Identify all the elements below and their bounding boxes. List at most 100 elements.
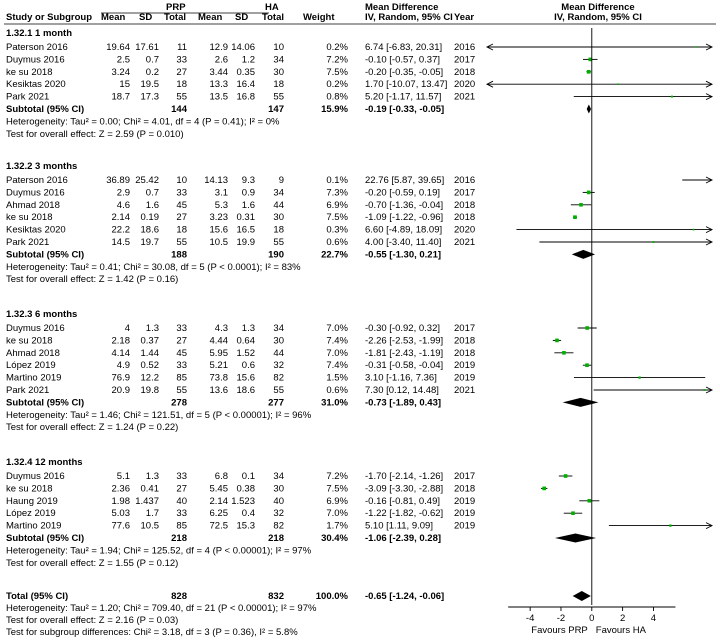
group-1-study-2-ci: -0.10 [-0.57, 0.37] bbox=[365, 54, 440, 65]
group-3-study-6-sd1: 19.8 bbox=[141, 385, 160, 396]
group-3-study-4-total1: 33 bbox=[176, 360, 187, 371]
group-3-study-1-year: 2017 bbox=[454, 323, 475, 334]
group-4-study-2-sd2: 0.38 bbox=[237, 483, 256, 494]
group-1-title: 1.32.1 1 month bbox=[6, 28, 72, 39]
group-4-study-3-total1: 40 bbox=[176, 496, 187, 507]
group-4-subtotal-label: Subtotal (95% CI) bbox=[6, 533, 84, 544]
favours-right-label: Favours HA bbox=[596, 625, 647, 636]
group-4-study-1-total1: 33 bbox=[176, 471, 187, 482]
total-diamond bbox=[572, 591, 591, 601]
group-1-study-1-point bbox=[694, 46, 697, 48]
group-4-study-3-year: 2019 bbox=[454, 496, 475, 507]
group-3-study-6-point bbox=[703, 389, 706, 391]
group-3-study-3-name: Ahmad 2018 bbox=[6, 348, 60, 359]
group-3-study-2-total1: 27 bbox=[176, 335, 187, 346]
group-4-study-5-point bbox=[669, 524, 672, 527]
group-4-study-3-point bbox=[587, 499, 592, 503]
group-2-study-1-ci: 22.76 [5.87, 39.65] bbox=[365, 175, 444, 186]
group-1-study-3-total1: 27 bbox=[176, 67, 187, 78]
group-3-study-4-year: 2019 bbox=[454, 360, 475, 371]
group-1-study-3-sd2: 0.35 bbox=[237, 67, 256, 78]
group-3-study-1-mean2: 4.3 bbox=[215, 323, 228, 334]
group-2-study-5-point bbox=[692, 228, 695, 231]
group-4-subtotal-weight: 30.4% bbox=[321, 533, 348, 544]
group-2-study-5-arrow-right bbox=[705, 226, 714, 234]
group-2-subtotal-ci: -0.55 [-1.30, 0.21] bbox=[365, 249, 441, 260]
group-1-study-3-mean1: 3.24 bbox=[112, 67, 131, 78]
group-1-study-1-sd2: 14.06 bbox=[231, 42, 255, 53]
group-1-study-5-point bbox=[670, 95, 673, 98]
group-2-study-1-year: 2016 bbox=[454, 175, 475, 186]
group-4-study-4-sd1: 1.7 bbox=[146, 508, 159, 519]
header-total1: Total bbox=[164, 12, 186, 23]
group-1-study-5-name: Park 2021 bbox=[6, 92, 49, 103]
group-4-study-1-total2: 34 bbox=[273, 471, 284, 482]
group-2-study-1-mean1: 36.89 bbox=[106, 175, 130, 186]
header-year: Year bbox=[454, 12, 474, 23]
group-4-study-5-sd2: 15.3 bbox=[237, 521, 256, 532]
group-3-subtotal-ci: -0.73 [-1.89, 0.43] bbox=[365, 397, 441, 408]
group-1-study-4-mean2: 13.3 bbox=[210, 79, 229, 90]
group-4-study-4-mean1: 5.03 bbox=[112, 508, 131, 519]
total-total2: 832 bbox=[268, 591, 284, 602]
group-1-study-1-ci: 6.74 [-6.83, 20.31] bbox=[365, 42, 442, 53]
group-3-study-5-mean2: 73.8 bbox=[210, 373, 229, 384]
group-4-title: 1.32.4 12 months bbox=[6, 457, 83, 468]
group-2-study-5-year: 2020 bbox=[454, 225, 475, 236]
group-3-study-4-mean1: 4.9 bbox=[117, 360, 130, 371]
group-1-study-2-sd1: 0.7 bbox=[146, 54, 159, 65]
group-4-study-4-total2: 32 bbox=[273, 508, 284, 519]
group-3-study-5-sd1: 12.2 bbox=[141, 373, 160, 384]
group-4-study-5-name: Martino 2019 bbox=[6, 521, 61, 532]
group-4-study-4-sd2: 0.4 bbox=[242, 508, 255, 519]
group-3-study-6-arrow-right bbox=[705, 386, 714, 394]
group-2-study-6-arrow-right bbox=[705, 238, 714, 246]
group-2-study-3-weight: 6.9% bbox=[326, 200, 348, 211]
group-2-study-2-name: Duymus 2016 bbox=[6, 187, 65, 198]
group-2-study-4-total2: 30 bbox=[273, 212, 284, 223]
group-2-study-2-mean2: 3.1 bbox=[215, 187, 228, 198]
group-2-study-2-mean1: 2.9 bbox=[117, 187, 130, 198]
group-3-study-1-total2: 34 bbox=[273, 323, 284, 334]
group-4-study-2-mean2: 5.45 bbox=[210, 483, 229, 494]
group-3-study-6-year: 2021 bbox=[454, 385, 475, 396]
group-2-heterogeneity: Heterogeneity: Tau² = 0.41; Chi² = 30.08… bbox=[6, 262, 301, 273]
favours-left-label: Favours PRP bbox=[531, 625, 588, 636]
group-3-study-1-name: Duymus 2016 bbox=[6, 323, 65, 334]
group-2-study-5-name: Kesiktas 2020 bbox=[6, 225, 66, 236]
group-3-study-2-point bbox=[555, 338, 559, 343]
group-3-study-2-weight: 7.4% bbox=[326, 335, 348, 346]
group-3-study-2-year: 2018 bbox=[454, 335, 475, 346]
group-4-study-4-weight: 7.0% bbox=[326, 508, 348, 519]
total-weight: 100.0% bbox=[316, 591, 349, 602]
group-1-study-3-point bbox=[586, 69, 591, 74]
group-1-subtotal-total2: 147 bbox=[268, 104, 284, 115]
group-1-study-1-name: Paterson 2016 bbox=[6, 42, 68, 53]
total-label: Total (95% CI) bbox=[6, 591, 68, 602]
group-2-study-4-sd1: 0.19 bbox=[141, 212, 160, 223]
header-total2: Total bbox=[262, 12, 284, 23]
group-4-study-2-weight: 7.5% bbox=[326, 483, 348, 494]
group-2-study-6-name: Park 2021 bbox=[6, 237, 49, 248]
group-4-study-5-total1: 85 bbox=[176, 521, 187, 532]
group-3-study-5-name: Martino 2019 bbox=[6, 373, 61, 384]
group-1-study-1-total2: 10 bbox=[273, 42, 284, 53]
group-2-study-5-mean2: 15.6 bbox=[210, 225, 229, 236]
group-2-study-5-sd2: 16.5 bbox=[237, 225, 256, 236]
group-1-study-4-year: 2020 bbox=[454, 79, 475, 90]
group-2-study-5-total2: 18 bbox=[273, 225, 284, 236]
group-4-study-3-mean2: 2.14 bbox=[210, 496, 229, 507]
group-2-study-4-total1: 27 bbox=[176, 212, 187, 223]
group-3-study-4-weight: 7.4% bbox=[326, 360, 348, 371]
group-3-study-3-mean2: 5.95 bbox=[210, 348, 229, 359]
group-2-subtotal-total2: 190 bbox=[268, 249, 284, 260]
group-2-subtotal-diamond bbox=[571, 249, 596, 259]
group-1-study-4-total2: 18 bbox=[273, 79, 284, 90]
group-1-study-4-ci: 1.70 [-10.07, 13.47] bbox=[365, 79, 447, 90]
group-2-study-3-sd2: 1.6 bbox=[242, 200, 255, 211]
group-1-study-5-ci: 5.20 [-1.17, 11.57] bbox=[365, 92, 441, 103]
group-4-study-4-total1: 33 bbox=[176, 508, 187, 519]
group-3-study-2-sd2: 0.64 bbox=[237, 335, 256, 346]
group-3-study-6-ci: 7.30 [0.12, 14.48] bbox=[365, 385, 439, 396]
group-3-study-3-total2: 44 bbox=[273, 348, 284, 359]
